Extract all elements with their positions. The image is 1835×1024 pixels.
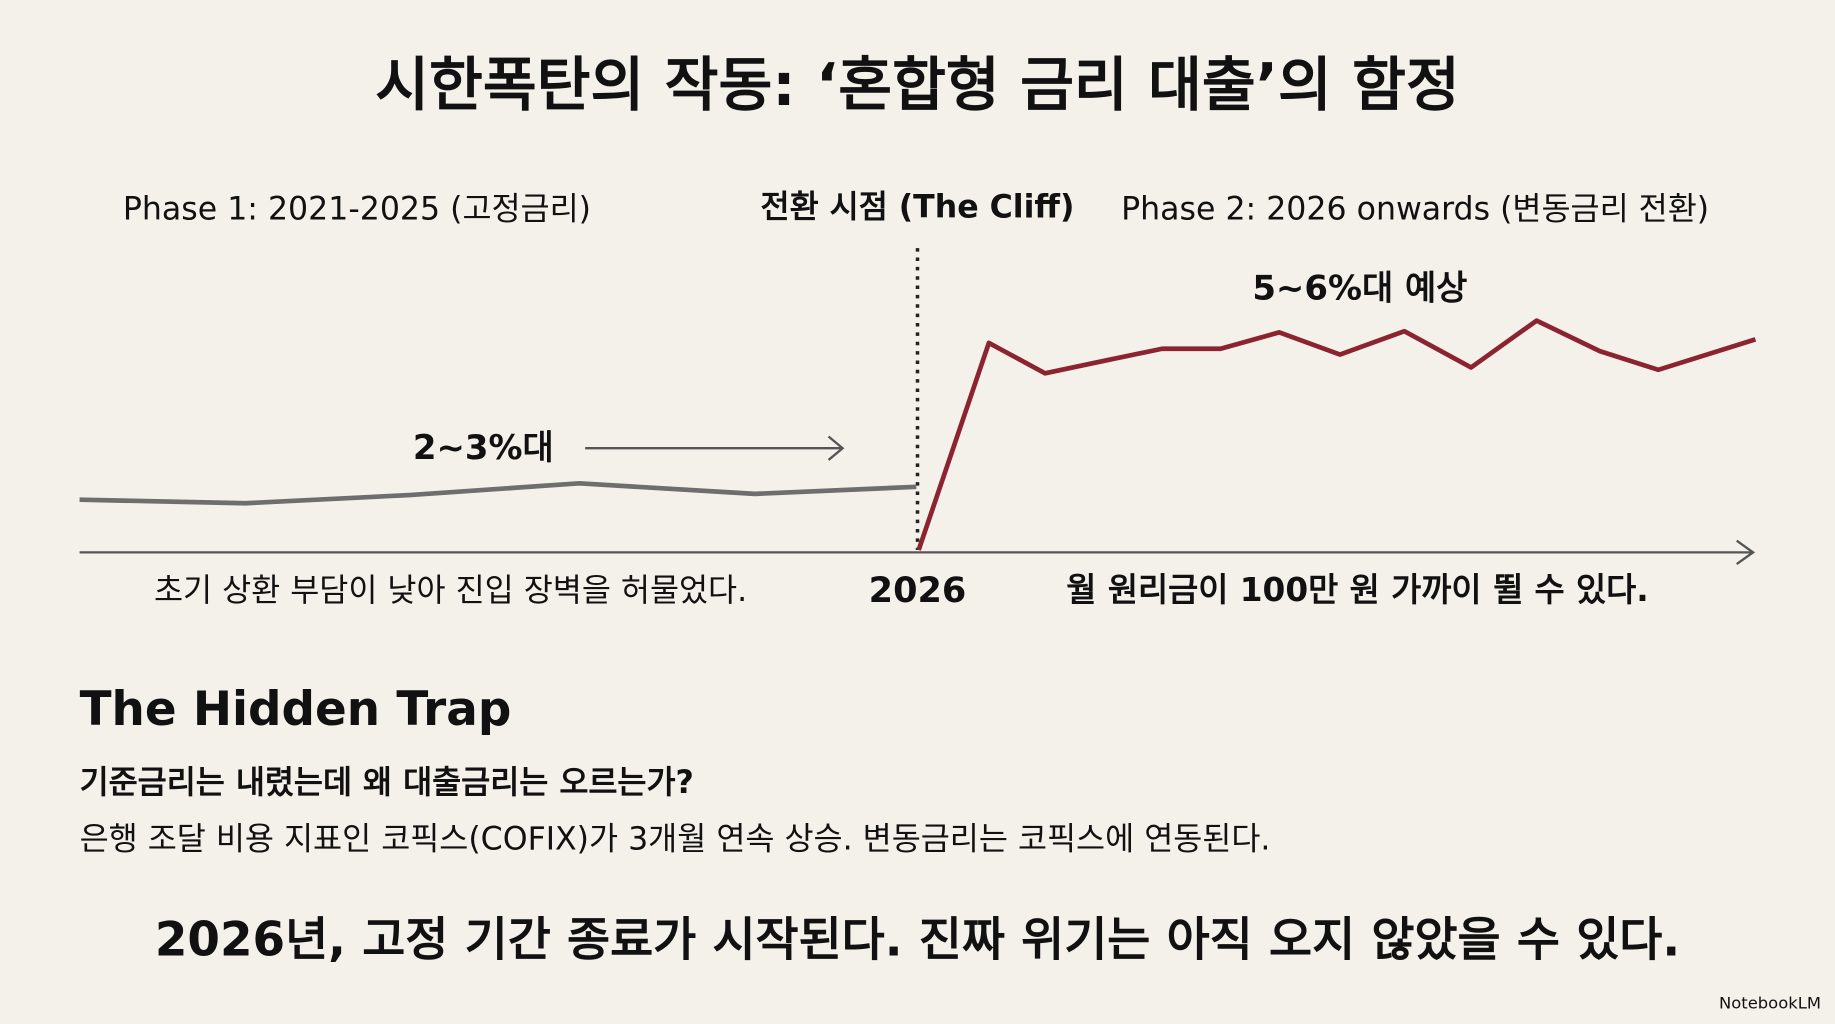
phase1-label: Phase 1: 2021-2025 (고정금리) (123, 192, 591, 228)
title: 시한폭탄의 작동: ‘혼합형 금리 대출’의 함정 (375, 51, 1460, 119)
left-caption: 초기 상환 부담이 낮아 진입 장벽을 허물었다. (154, 573, 747, 609)
year-label: 2026 (869, 570, 967, 611)
trap-body: 은행 조달 비용 지표인 코픽스(COFIX)가 3개월 연속 상승. 변동금리… (80, 821, 1271, 857)
high-rate-label: 5~6%대 예상 (1252, 270, 1467, 309)
right-caption: 월 원리금이 100만 원 가까이 뛸 수 있다. (1066, 571, 1648, 609)
trap-question: 기준금리는 내렸는데 왜 대출금리는 오르는가? (80, 765, 694, 801)
fixed-rate-line (79, 480, 917, 506)
low-rate-label: 2~3%대 (413, 429, 554, 468)
phase-arrow-head (827, 435, 845, 461)
variable-rate-line (916, 318, 1757, 551)
axis-arrow (1736, 539, 1756, 566)
watermark: NotebookLM (1719, 994, 1821, 1013)
conclusion: 2026년, 고정 기간 종료가 시작된다. 진짜 위기는 아직 오지 않았을 … (155, 914, 1680, 968)
phase2-label: Phase 2: 2026 onwards (변동금리 전환) (1121, 192, 1709, 228)
cliff-label: 전환 시점 (The Cliff) (761, 189, 1075, 225)
trap-heading: The Hidden Trap (80, 683, 512, 737)
